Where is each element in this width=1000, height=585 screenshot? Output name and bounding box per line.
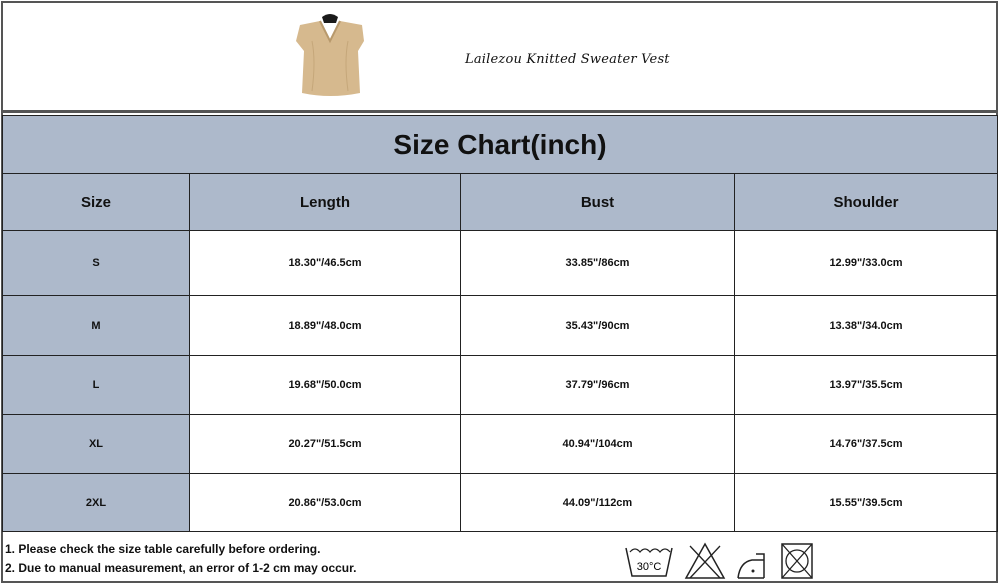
shoulder-cell: 13.38"/34.0cm [734, 295, 998, 356]
table-row: 2XL 20.86"/53.0cm 44.09"/112cm 15.55"/39… [2, 473, 998, 532]
column-header-length: Length [189, 173, 461, 231]
length-cell: 20.27"/51.5cm [189, 414, 461, 474]
shoulder-cell: 15.55"/39.5cm [734, 473, 998, 532]
size-cell: L [2, 355, 190, 415]
bust-cell: 35.43"/90cm [460, 295, 735, 356]
table-row: L 19.68"/50.0cm 37.79"/96cm 13.97"/35.5c… [2, 355, 998, 415]
length-cell: 18.89"/48.0cm [189, 295, 461, 356]
shoulder-cell: 13.97"/35.5cm [734, 355, 998, 415]
care-icons: 30°C [624, 542, 814, 580]
wash-30-icon: 30°C [625, 547, 673, 577]
length-cell: 20.86"/53.0cm [189, 473, 461, 532]
table-row: S 18.30"/46.5cm 33.85"/86cm 12.99"/33.0c… [2, 230, 998, 296]
shoulder-cell: 12.99"/33.0cm [734, 230, 998, 296]
svg-text:30°C: 30°C [637, 561, 662, 573]
bust-cell: 33.85"/86cm [460, 230, 735, 296]
size-cell: S [2, 230, 190, 296]
length-cell: 18.30"/46.5cm [189, 230, 461, 296]
size-cell: XL [2, 414, 190, 474]
size-cell: 2XL [2, 473, 190, 532]
no-tumble-dry-icon [781, 543, 813, 579]
notes: 1. Please check the size table carefully… [5, 540, 356, 578]
size-cell: M [2, 295, 190, 356]
length-cell: 19.68"/50.0cm [189, 355, 461, 415]
iron-low-icon [737, 553, 765, 579]
column-header-bust: Bust [460, 173, 735, 231]
table-row: XL 20.27"/51.5cm 40.94"/104cm 14.76"/37.… [2, 414, 998, 474]
bust-cell: 37.79"/96cm [460, 355, 735, 415]
no-bleach-icon [684, 542, 726, 579]
note-2: 2. Due to manual measurement, an error o… [5, 561, 357, 575]
table-row: M 18.89"/48.0cm 35.43"/90cm 13.38"/34.0c… [2, 295, 998, 356]
size-table: Size Chart(inch) Size Length Bust Should… [2, 115, 998, 532]
product-name: Lailezou Knitted Sweater Vest [465, 52, 670, 67]
bust-cell: 40.94"/104cm [460, 414, 735, 474]
column-header-size: Size [2, 173, 190, 231]
bust-cell: 44.09"/112cm [460, 473, 735, 532]
column-header-shoulder: Shoulder [734, 173, 998, 231]
shoulder-cell: 14.76"/37.5cm [734, 414, 998, 474]
vest-image [296, 14, 364, 96]
note-1: 1. Please check the size table carefully… [5, 542, 321, 556]
table-title: Size Chart(inch) [2, 115, 998, 174]
product-header: Lailezou Knitted Sweater Vest [2, 3, 997, 113]
